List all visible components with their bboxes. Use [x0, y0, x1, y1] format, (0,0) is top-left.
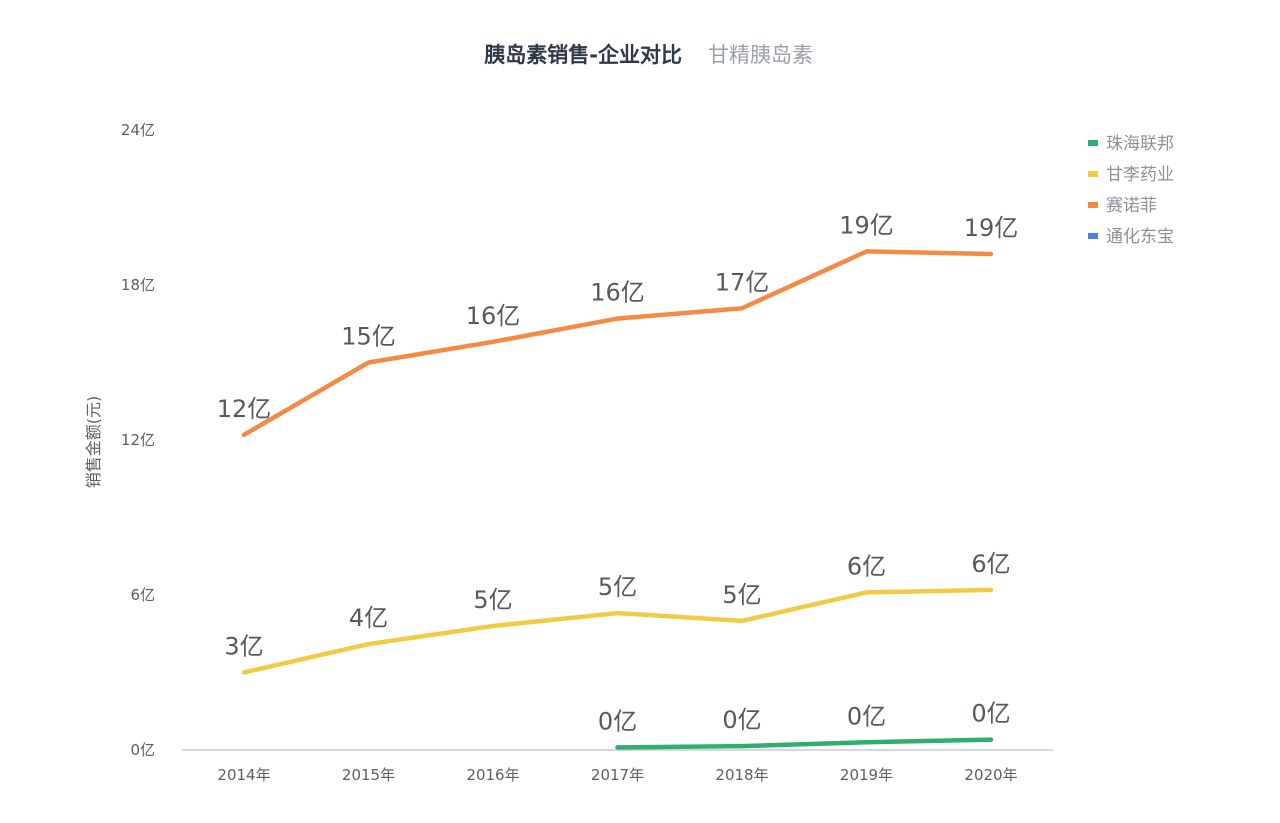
x-tick-label: 2016年	[466, 766, 519, 784]
x-tick-label: 2020年	[964, 766, 1017, 784]
series-line	[241, 249, 994, 438]
chart-title: 胰岛素销售-企业对比 甘精胰岛素	[484, 43, 813, 67]
data-label: 0亿	[847, 702, 886, 730]
chart-subtitle: 甘精胰岛素	[708, 43, 813, 67]
x-tick-label: 2014年	[217, 766, 270, 784]
legend-item-label: 通化东宝	[1106, 227, 1174, 247]
data-label: 5亿	[473, 586, 512, 614]
y-tick-label: 6亿	[130, 586, 155, 604]
x-tick-label: 2017年	[591, 766, 644, 784]
series-line	[615, 737, 994, 750]
x-axis-ticks: 2014年 2015年 2016年 2017年 2018年 2019年 2020年	[217, 766, 1017, 784]
x-tick-label: 2019年	[840, 766, 893, 784]
legend-item-label: 甘李药业	[1106, 165, 1174, 185]
chart-title-main: 胰岛素销售-企业对比	[484, 43, 682, 67]
data-label: 17亿	[715, 268, 770, 296]
data-label: 12亿	[217, 395, 272, 423]
x-tick-label: 2018年	[715, 766, 768, 784]
data-label: 0亿	[598, 707, 637, 735]
y-axis-title: 销售金额(元)	[84, 396, 103, 489]
series-line	[241, 587, 994, 675]
data-label: 4亿	[349, 604, 388, 632]
data-label: 6亿	[971, 550, 1010, 578]
data-label: 0亿	[722, 706, 761, 734]
data-label: 5亿	[598, 573, 637, 601]
y-tick-label: 12亿	[121, 431, 155, 449]
y-tick-label: 24亿	[121, 121, 155, 139]
data-label: 5亿	[722, 581, 761, 609]
y-tick-label: 0亿	[130, 741, 155, 759]
y-tick-label: 18亿	[121, 276, 155, 294]
legend-item-label: 珠海联邦	[1106, 134, 1174, 154]
legend-swatch	[1088, 140, 1098, 146]
data-label: 15亿	[341, 323, 396, 351]
legend-swatch	[1088, 171, 1098, 177]
series-layer	[241, 249, 994, 750]
data-label: 3亿	[224, 633, 263, 661]
data-label: 16亿	[466, 302, 521, 330]
legend-swatch	[1088, 202, 1098, 208]
data-label: 16亿	[590, 279, 645, 307]
data-label: 0亿	[971, 700, 1010, 728]
data-label: 19亿	[839, 211, 894, 239]
x-tick-label: 2015年	[342, 766, 395, 784]
legend-item-label: 赛诺菲	[1106, 195, 1157, 216]
y-axis-ticks: 0亿 6亿 12亿 18亿 24亿	[121, 121, 155, 759]
data-label: 19亿	[964, 214, 1019, 242]
data-label: 6亿	[847, 552, 886, 580]
data-labels: 0亿 0亿 0亿 0亿 3亿 4亿 5亿 5亿 5亿 6亿 6亿 12亿 15亿 16亿 16亿 17亿 19亿…	[217, 211, 1019, 735]
legend-swatch	[1088, 233, 1098, 239]
